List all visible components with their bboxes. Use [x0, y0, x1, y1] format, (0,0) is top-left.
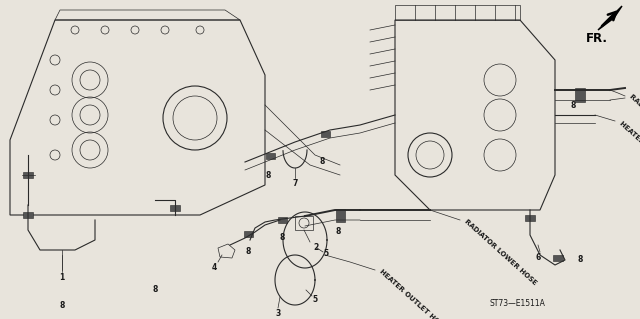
Bar	[553, 255, 563, 261]
Text: 8: 8	[570, 100, 576, 109]
Text: 8: 8	[279, 234, 285, 242]
Bar	[575, 88, 585, 102]
Text: HEATER OUTLET HOSE: HEATER OUTLET HOSE	[378, 269, 447, 319]
Text: 5: 5	[323, 249, 328, 258]
Bar	[295, 216, 313, 230]
Bar	[321, 131, 330, 137]
Text: RADIATOR UPPER HOSE: RADIATOR UPPER HOSE	[628, 93, 640, 160]
Text: 1: 1	[60, 272, 65, 281]
Text: 8: 8	[319, 158, 324, 167]
Text: 3: 3	[275, 308, 280, 317]
Text: 8: 8	[266, 170, 271, 180]
Polygon shape	[598, 6, 622, 30]
Text: 8: 8	[60, 300, 65, 309]
Text: HEATER INLET HOSE: HEATER INLET HOSE	[618, 121, 640, 178]
Bar	[244, 231, 253, 237]
Bar	[23, 172, 33, 178]
Text: 2: 2	[314, 242, 319, 251]
Bar	[170, 205, 180, 211]
Bar	[23, 212, 33, 218]
Text: 8: 8	[577, 256, 582, 264]
Text: 6: 6	[536, 253, 541, 262]
Text: RADIATOR LOWER HOSE: RADIATOR LOWER HOSE	[463, 219, 538, 286]
Bar	[525, 215, 535, 221]
Text: 7: 7	[292, 179, 298, 188]
Text: FR.: FR.	[586, 32, 608, 45]
Text: ST73—E1511A: ST73—E1511A	[490, 299, 546, 308]
Bar	[278, 217, 287, 223]
Text: 8: 8	[335, 227, 340, 236]
Bar	[266, 153, 275, 159]
Bar	[336, 209, 345, 222]
Text: 5: 5	[312, 294, 317, 303]
Text: 4: 4	[211, 263, 216, 271]
Text: 8: 8	[245, 248, 251, 256]
Text: 8: 8	[152, 286, 157, 294]
